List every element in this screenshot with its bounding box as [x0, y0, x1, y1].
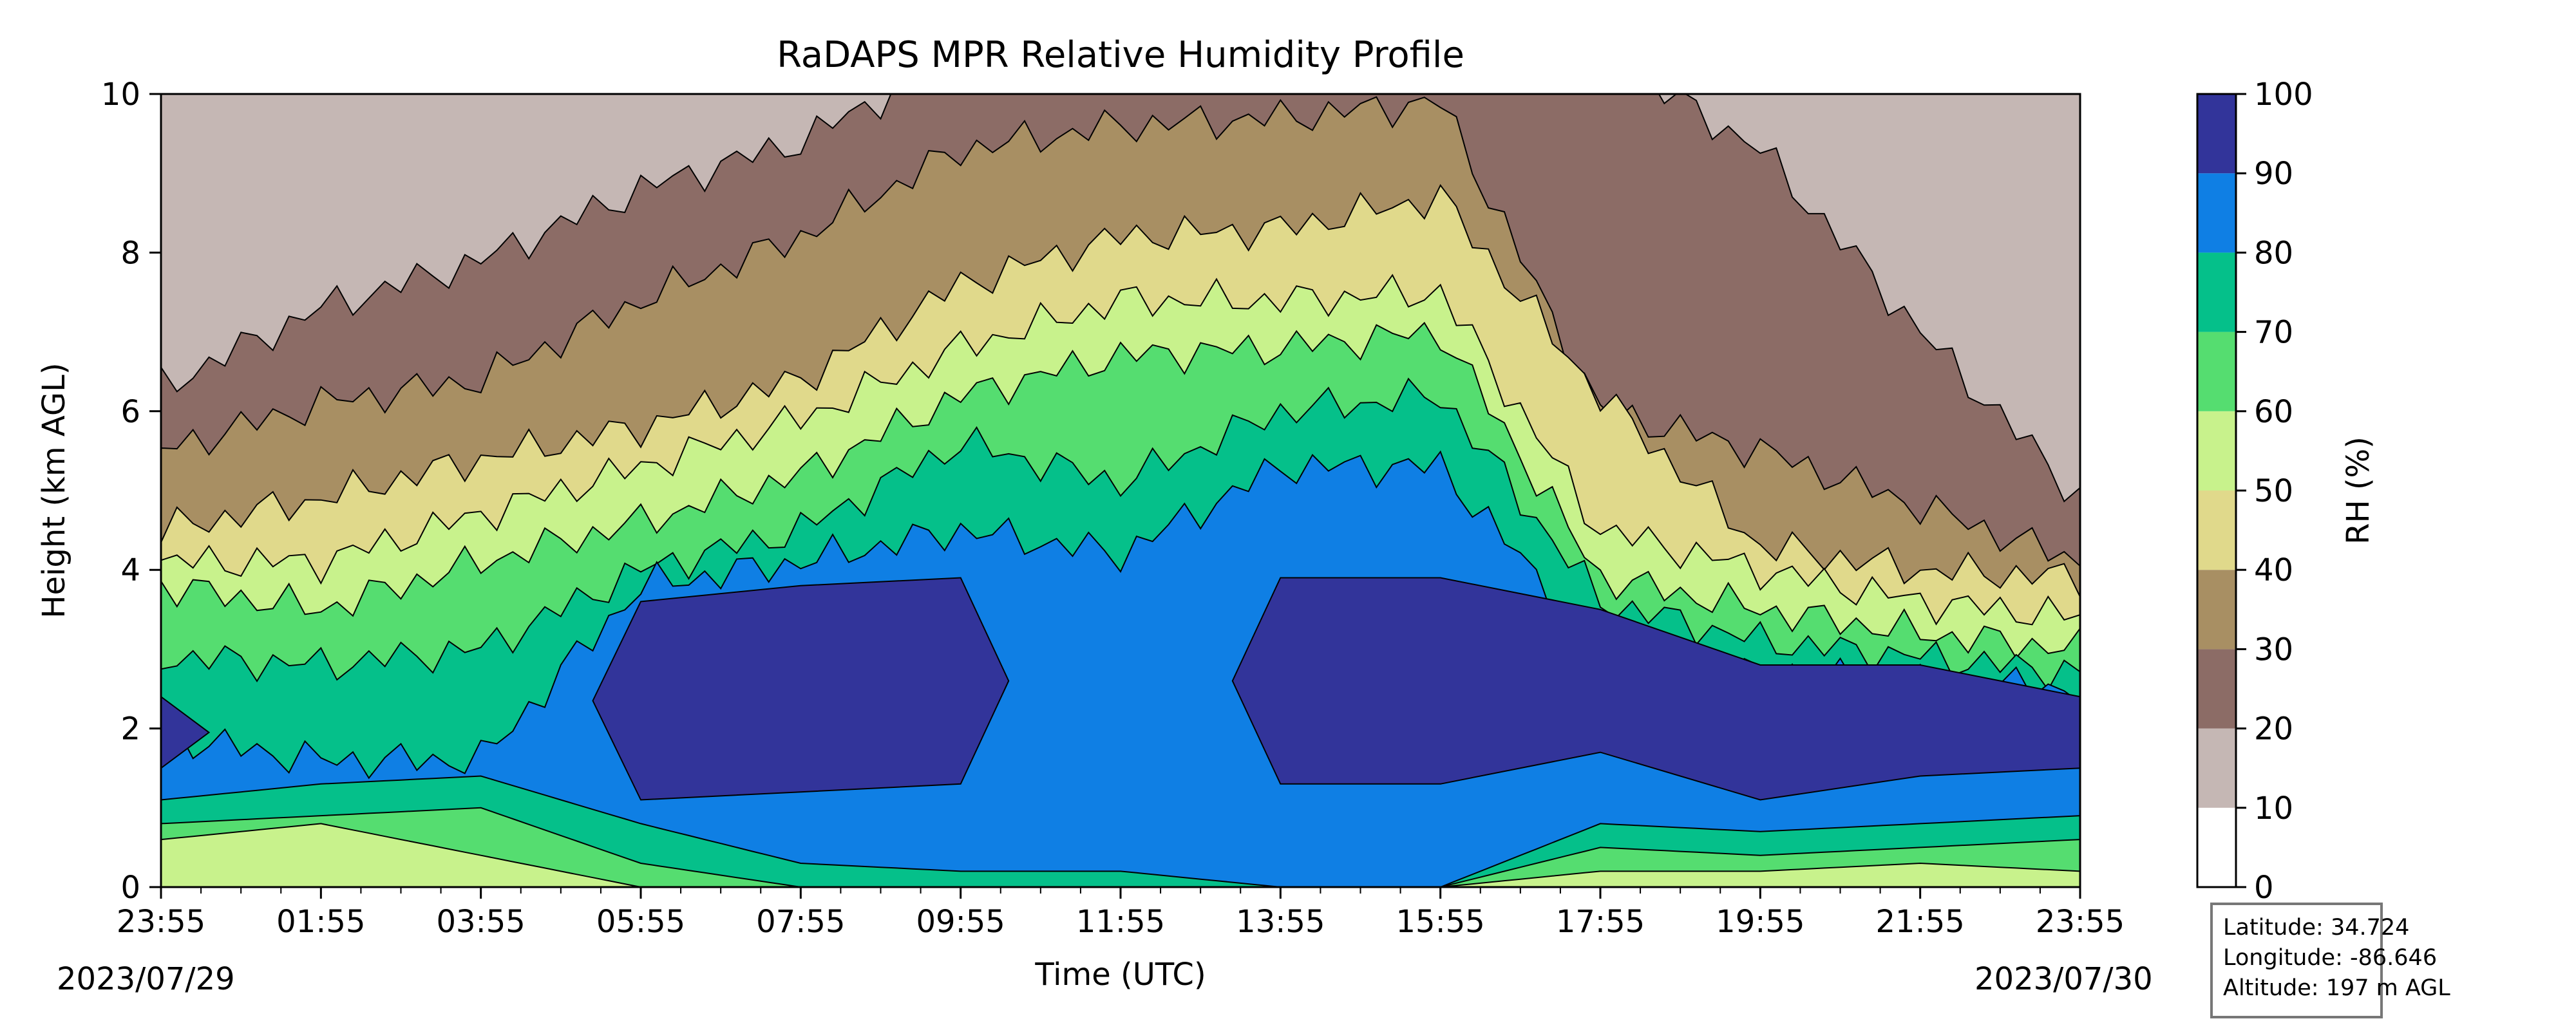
x-axis-label: Time (UTC): [1034, 957, 1206, 993]
altitude-label: Altitude: 197 m AGL: [2223, 975, 2450, 1001]
y-tick-label: 0: [120, 870, 140, 906]
end-date-label: 2023/07/30: [1975, 961, 2153, 997]
x-tick-label: 15:55: [1396, 904, 1485, 940]
x-axis: 23:55 01:55 03:55 05:55 07:55 09:55 11:55 13:55…: [117, 887, 2125, 940]
colorbar-tick-label: 70: [2254, 315, 2293, 351]
colorbar-swatch: [2197, 173, 2236, 253]
colorbar-swatch: [2197, 332, 2236, 411]
colorbar-swatch: [2197, 649, 2236, 729]
colorbar-swatch: [2197, 491, 2236, 570]
colorbar-tick-label: 30: [2254, 632, 2293, 668]
rh-band-90-100: [161, 696, 211, 769]
chart-title: RaDAPS MPR Relative Humidity Profile: [777, 34, 1464, 76]
x-tick-label: 19:55: [1716, 904, 1804, 940]
colorbar-tick-label: 80: [2254, 235, 2293, 271]
colorbar: 0 10 20 30 40 50 60 70 80 90 100: [2196, 77, 2313, 906]
colorbar-swatch: [2197, 570, 2236, 650]
colorbar-label: RH (%): [2340, 436, 2376, 545]
rh-band-90-100: [1231, 577, 2080, 801]
x-tick-label: 03:55: [437, 904, 526, 940]
colorbar-tick-label: 90: [2254, 156, 2293, 192]
x-tick-label: 23:55: [2036, 904, 2125, 940]
y-tick-label: 10: [101, 77, 140, 113]
y-tick-label: 2: [120, 711, 140, 747]
x-tick-label: 07:55: [756, 904, 845, 940]
x-tick-label: 13:55: [1236, 904, 1325, 940]
colorbar-tick-label: 100: [2254, 77, 2313, 113]
y-axis-label: Height (km AGL): [36, 362, 72, 618]
start-date-label: 2023/07/29: [57, 961, 235, 997]
x-tick-label: 01:55: [276, 904, 365, 940]
station-info-box: Latitude: 34.724 Longitude: -86.646 Alti…: [2210, 903, 2450, 1018]
x-tick-label: 11:55: [1076, 904, 1165, 940]
x-tick-label: 05:55: [596, 904, 685, 940]
colorbar-tick-label: 20: [2254, 711, 2293, 747]
y-tick-label: 6: [120, 394, 140, 430]
x-tick-label: 09:55: [916, 904, 1005, 940]
colorbar-swatch: [2197, 411, 2236, 491]
latitude-label: Latitude: 34.724: [2223, 915, 2410, 941]
contour-fill-area: [161, 94, 2080, 887]
rh-band-90-100: [592, 577, 1010, 801]
colorbar-swatch: [2197, 252, 2236, 332]
colorbar-tick-label: 50: [2254, 473, 2293, 509]
colorbar-swatch: [2197, 728, 2236, 808]
colorbar-tick-label: 0: [2254, 870, 2274, 906]
colorbar-swatch: [2197, 94, 2236, 174]
colorbar-tick-label: 60: [2254, 394, 2293, 430]
colorbar-tick-label: 10: [2254, 791, 2293, 827]
x-tick-label: 23:55: [117, 904, 205, 940]
y-tick-label: 4: [120, 552, 140, 588]
x-tick-label: 17:55: [1556, 904, 1645, 940]
colorbar-swatch: [2197, 807, 2236, 887]
x-tick-label: 21:55: [1876, 904, 1965, 940]
colorbar-tick-label: 40: [2254, 552, 2293, 588]
longitude-label: Longitude: -86.646: [2223, 945, 2438, 971]
y-tick-label: 8: [120, 235, 140, 271]
y-axis: 0 2 4 6 8 10: [101, 77, 161, 906]
